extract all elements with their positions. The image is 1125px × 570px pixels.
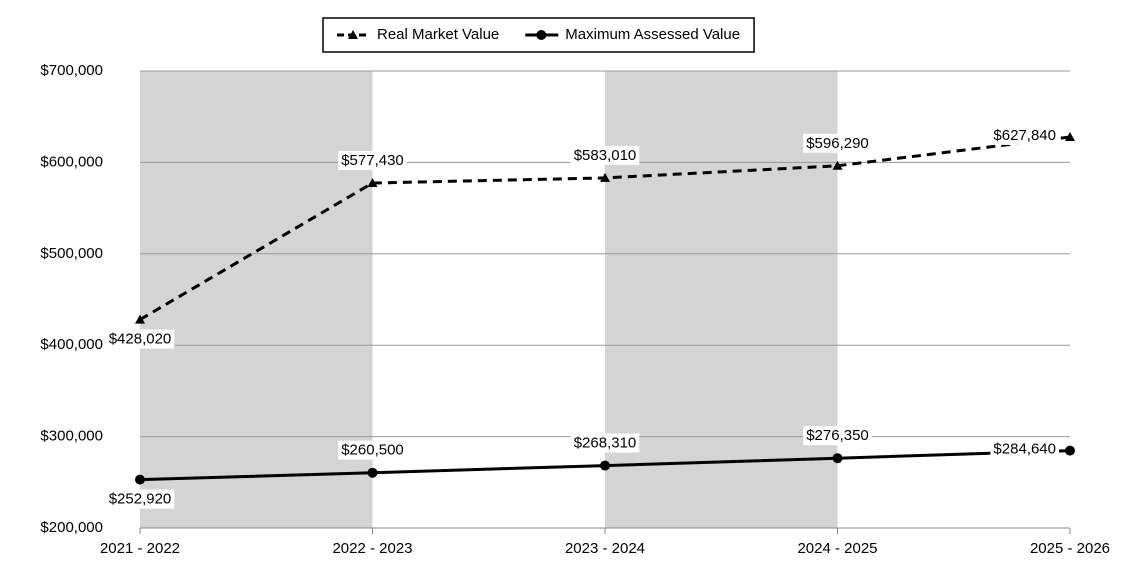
bands [140, 71, 838, 528]
data-label-bg [105, 329, 175, 349]
data-label-group: $596,290 [803, 133, 872, 153]
marker [367, 467, 378, 478]
data-label: $276,350 [806, 427, 869, 444]
data-label-bg [338, 150, 407, 170]
data-label-group: $428,020 [105, 329, 175, 349]
data-label: $583,010 [574, 147, 637, 164]
data-label-group: $260,500 [338, 440, 407, 460]
data-label: $252,920 [109, 491, 172, 508]
marker [832, 453, 843, 464]
x-tick-label: 2025 - 2026 [1030, 540, 1110, 557]
data-label-bg [338, 440, 407, 460]
data-label-bg [803, 133, 872, 153]
data-label-bg [570, 433, 640, 453]
y-tick-label: $400,000 [40, 336, 103, 353]
y-tick-label: $200,000 [40, 519, 103, 536]
band [605, 71, 838, 528]
band [140, 71, 373, 528]
y-tick-label: $600,000 [40, 153, 103, 170]
data-label-group: $284,640 [990, 439, 1059, 459]
data-label-group: $583,010 [570, 145, 640, 165]
marker [600, 460, 610, 471]
data-label-bg [990, 125, 1059, 145]
marker [367, 178, 378, 188]
data-label-group: $627,840 [990, 125, 1059, 145]
data-label: $627,840 [993, 127, 1056, 144]
data-label-group: $276,350 [803, 426, 872, 446]
marker [832, 160, 843, 170]
x-tick-label: 2023 - 2024 [565, 540, 645, 557]
data-label-bg [570, 145, 640, 165]
y-tick-label: $300,000 [40, 428, 103, 445]
marker [348, 30, 358, 39]
marker [135, 474, 145, 485]
marker [600, 172, 610, 182]
marker [1065, 131, 1075, 141]
data-label: $268,310 [574, 435, 637, 452]
data-label-group: $252,920 [105, 489, 175, 509]
data-label: $577,430 [341, 152, 404, 169]
marker [536, 30, 547, 40]
data-label: $260,500 [341, 442, 404, 459]
legend-label: Maximum Assessed Value [565, 26, 740, 43]
legend: Real Market Value Maximum Assessed Value [322, 17, 755, 53]
y-tick-label: $700,000 [40, 62, 103, 79]
data-label-group: $268,310 [570, 433, 640, 453]
marker [135, 314, 145, 324]
marker [1065, 445, 1075, 456]
y-tick-label: $500,000 [40, 245, 103, 262]
data-label-bg [105, 489, 175, 509]
data-label-bg [990, 439, 1059, 459]
x-tick-label: 2021 - 2022 [100, 540, 180, 557]
x-tick-label: 2022 - 2023 [332, 540, 412, 557]
data-label: $596,290 [806, 135, 869, 152]
data-label: $428,020 [109, 331, 172, 348]
data-label-bg [803, 426, 872, 446]
legend-label: Real Market Value [377, 26, 499, 43]
data-label-group: $577,430 [338, 150, 407, 170]
x-tick-label: 2024 - 2025 [797, 540, 877, 557]
data-label: $284,640 [993, 441, 1056, 458]
